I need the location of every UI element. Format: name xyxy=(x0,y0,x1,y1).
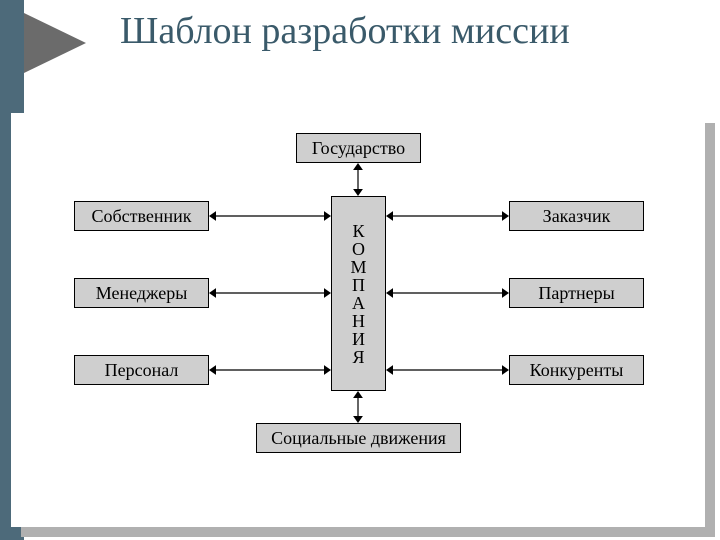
slide-title: Шаблон разработки миссии xyxy=(120,10,570,54)
slide-marker-arrow xyxy=(24,13,86,73)
diagram-panel: Государство КОМПАНИЯ Собственник Менедже… xyxy=(11,113,705,527)
diagram-edges xyxy=(11,113,705,527)
